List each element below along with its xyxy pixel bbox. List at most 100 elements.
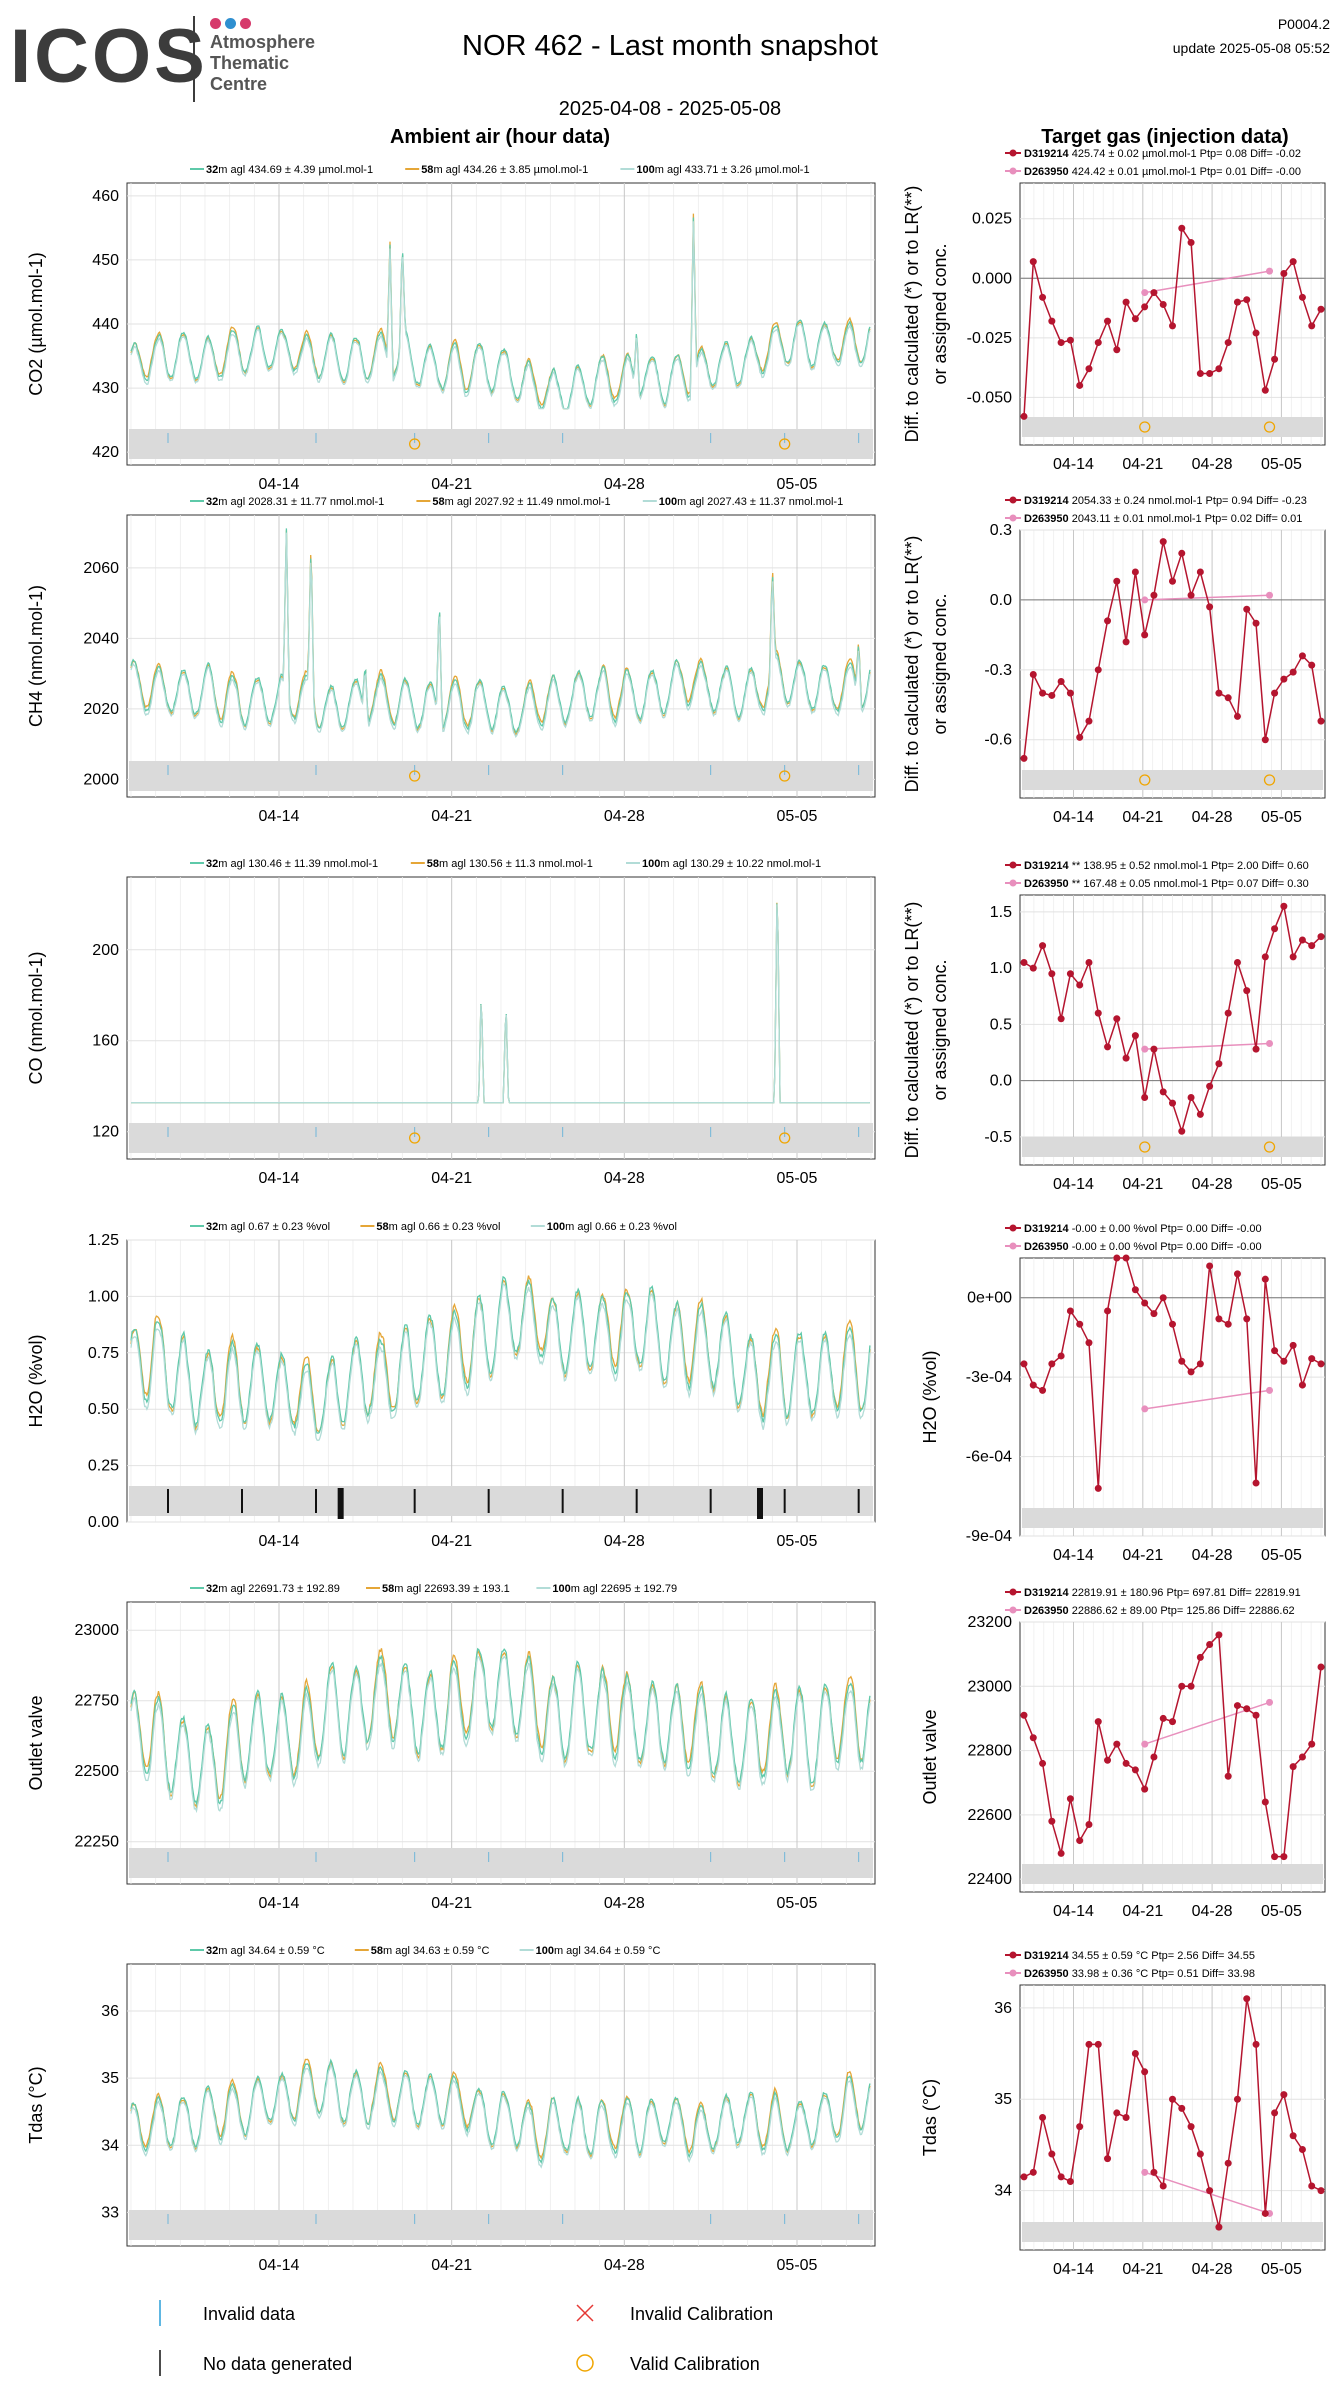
target-point-d319214 — [1029, 1381, 1037, 1389]
y-tick-label: 0.0 — [990, 592, 1012, 609]
y-tick-label: 22800 — [968, 1743, 1013, 1760]
target-point-d319214 — [1224, 1320, 1232, 1328]
target-point-d319214 — [1085, 1339, 1093, 1347]
target-point-d319214 — [1252, 619, 1260, 627]
series-line-100m — [131, 904, 870, 1104]
x-tick-label: 04-28 — [604, 1170, 645, 1187]
target-point-d319214 — [1187, 1368, 1195, 1376]
legend-swatch-dot — [1009, 879, 1017, 887]
charts-canvas: 420 430 440 450 460 04-14 04-21 04-28 05-05 32m a… — [26, 148, 1326, 2278]
target-point-d319214 — [1178, 1127, 1186, 1135]
legend-label: 100m agl 2027.43 ± 11.37 nmol.mol-1 — [659, 496, 843, 508]
legend-label: D319214 ** 138.95 ± 0.52 nmol.mol-1 Ptp=… — [1024, 860, 1309, 872]
target-point-d319214 — [1141, 303, 1149, 311]
x-tick-label: 04-14 — [259, 1170, 300, 1187]
target-panel-1 — [1005, 496, 1326, 799]
invalid-data-icon — [159, 2300, 161, 2326]
target-point-d319214 — [1131, 2050, 1139, 2058]
y-tick-label: 2020 — [83, 701, 119, 718]
target-point-d319214 — [1122, 1759, 1130, 1767]
target-point-d319214 — [1317, 1663, 1325, 1671]
x-tick-label: 05-05 — [777, 2257, 818, 2274]
x-tick-label: 05-05 — [777, 476, 818, 493]
legend-label: 58m agl 0.66 ± 0.23 %vol — [376, 1221, 500, 1233]
target-point-d319214 — [1298, 1381, 1306, 1389]
legend-label: D263950 ** 167.48 ± 0.05 nmol.mol-1 Ptp=… — [1024, 878, 1309, 890]
valid-calibration-mark — [1263, 1141, 1276, 1153]
x-tick-label: 05-05 — [777, 1170, 818, 1187]
legend-swatch-dot — [1009, 1951, 1017, 1959]
flag-band — [1022, 770, 1323, 790]
y-tick-label: 23200 — [968, 1614, 1013, 1631]
flag-band — [1022, 2222, 1323, 2242]
legend-swatch-dot — [1009, 1224, 1017, 1232]
x-tick-label: 04-28 — [1192, 456, 1233, 473]
x-tick-label: 04-28 — [604, 2257, 645, 2274]
target-point-d319214 — [1020, 1360, 1028, 1368]
target-point-d319214 — [1178, 224, 1186, 232]
target-point-d319214 — [1094, 2040, 1102, 2048]
target-point-d319214 — [1104, 1307, 1112, 1315]
target-point-d319214 — [1057, 677, 1065, 685]
target-point-d319214 — [1317, 933, 1325, 941]
flag-band — [129, 429, 873, 459]
legend-invalid-data: Invalid data — [203, 2304, 296, 2324]
target-point-d319214 — [1150, 1753, 1158, 1761]
y-axis-label: CO (nmol.mol-1) — [26, 951, 46, 1084]
icos-logo: ICOS Atmosphere Thematic Centre — [10, 12, 330, 107]
target-point-d319214 — [1104, 617, 1112, 625]
target-point-d319214 — [1066, 2177, 1074, 2185]
legend-label: 58m agl 34.63 ± 0.59 °C — [371, 1945, 490, 1957]
target-point-d319214 — [1243, 987, 1251, 995]
target-point-d319214 — [1261, 1275, 1269, 1283]
target-point-d319214 — [1066, 689, 1074, 697]
target-point-d319214 — [1317, 717, 1325, 725]
target-point-d319214 — [1020, 959, 1028, 966]
target-point-d319214 — [1224, 2159, 1232, 2167]
target-point-d319214 — [1169, 1320, 1176, 1328]
target-point-d319214 — [1298, 2145, 1306, 2153]
target-point-d319214 — [1159, 538, 1167, 546]
target-point-d319214 — [1271, 2109, 1279, 2117]
y-tick-label: 35 — [994, 2091, 1012, 2108]
x-tick-label: 04-14 — [1053, 809, 1094, 826]
y-axis-label: H2O (%vol) — [26, 1334, 46, 1427]
y-tick-label: 35 — [101, 2070, 119, 2087]
target-point-d319214 — [1261, 736, 1269, 744]
target-point-d319214 — [1271, 1347, 1279, 1355]
x-tick-label: 04-14 — [259, 2257, 300, 2274]
target-point-d319214 — [1159, 1088, 1167, 1096]
flag-band — [1022, 1864, 1323, 1884]
target-point-d263950 — [1141, 1740, 1149, 1748]
target-point-d319214 — [1280, 1357, 1288, 1365]
logo-subtitle: Atmosphere Thematic Centre — [210, 32, 315, 95]
target-section-title: Target gas (injection data) — [1041, 126, 1289, 148]
y-axis-label: H2O (%vol) — [920, 1350, 940, 1443]
legend-label: D263950 22886.62 ± 89.00 Ptp= 125.86 Dif… — [1024, 1605, 1295, 1617]
target-point-d319214 — [1048, 691, 1056, 699]
target-point-d319214 — [1131, 1286, 1139, 1294]
x-tick-label: 05-05 — [1261, 1547, 1302, 1564]
target-point-d319214 — [1196, 370, 1204, 378]
x-tick-label: 04-14 — [259, 1895, 300, 1912]
target-point-d319214 — [1280, 902, 1288, 910]
target-point-d319214 — [1029, 258, 1037, 266]
x-tick-label: 04-14 — [1053, 456, 1094, 473]
ambient-panel-1 — [126, 500, 876, 798]
target-point-d319214 — [1113, 346, 1121, 354]
x-tick-label: 05-05 — [1261, 1176, 1302, 1193]
target-point-d319214 — [1122, 1054, 1130, 1062]
valid-calibration-mark — [1139, 774, 1151, 786]
legend-swatch-dot — [1009, 496, 1017, 504]
legend-label: D319214 34.55 ± 0.59 °C Ptp= 2.56 Diff= … — [1024, 1950, 1255, 1962]
target-point-d319214 — [1113, 2109, 1121, 2117]
target-point-d319214 — [1233, 712, 1241, 720]
target-point-d319214 — [1233, 1270, 1241, 1278]
target-panel-2 — [1005, 861, 1326, 1166]
legend-label: D263950 33.98 ± 0.36 °C Ptp= 0.51 Diff= … — [1024, 1968, 1255, 1980]
y-tick-label: -0.025 — [967, 330, 1012, 347]
x-tick-label: 04-28 — [1192, 2261, 1233, 2278]
y-tick-label: 200 — [92, 942, 119, 959]
target-point-d319214 — [1298, 652, 1306, 660]
target-point-d319214 — [1085, 365, 1093, 373]
